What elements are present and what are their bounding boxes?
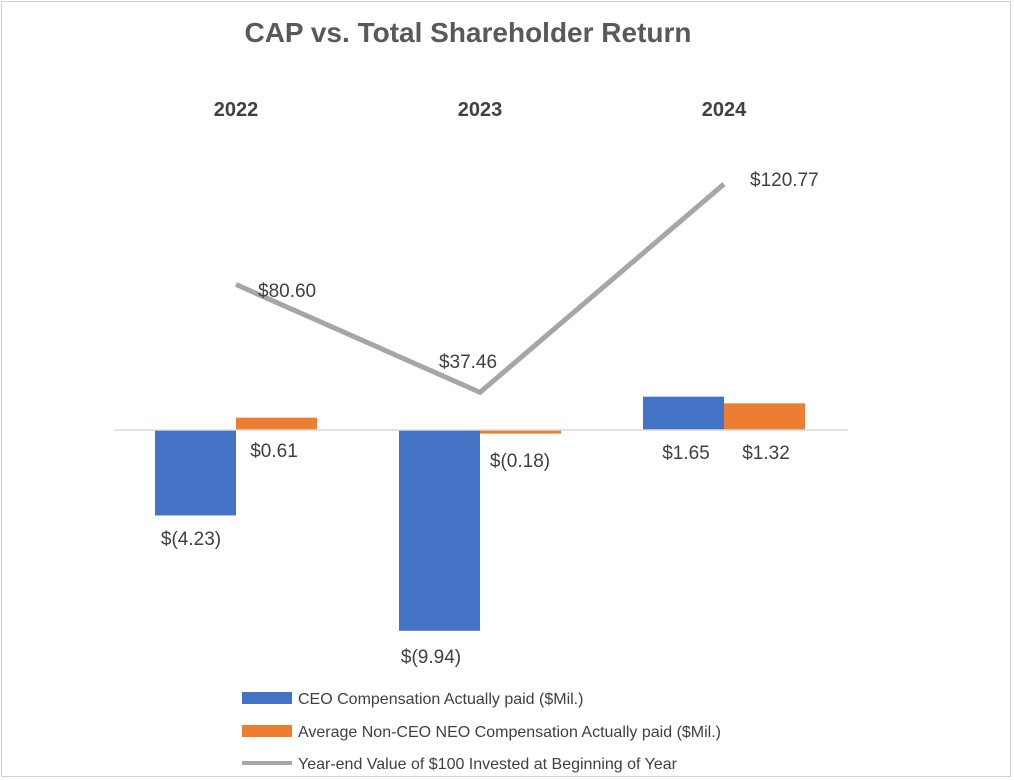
neo-bar-2022 (236, 417, 317, 430)
legend-label-neo: Average Non-CEO NEO Compensation Actuall… (298, 724, 721, 741)
ceo-value-label-2022: $(4.23) (161, 529, 221, 550)
neo-bar-2023 (480, 430, 561, 434)
ceo-value-label-2023: $(9.94) (401, 647, 461, 668)
ceo-value-label-2024: $1.65 (662, 443, 710, 464)
ceo-bar-2023 (399, 430, 480, 631)
legend-swatch-neo (242, 725, 292, 737)
category-label-2023: 2023 (458, 99, 503, 121)
chart-title: CAP vs. Total Shareholder Return (244, 17, 691, 48)
category-label-2022: 2022 (214, 99, 259, 121)
legend-swatch-ceo (242, 692, 292, 704)
neo-value-label-2024: $1.32 (742, 443, 790, 464)
legend: CEO Compensation Actually paid ($Mil.) A… (242, 691, 721, 773)
neo-value-label-2023: $(0.18) (490, 451, 550, 472)
tsr-value-label-2024: $120.77 (750, 170, 819, 191)
legend-label-ceo: CEO Compensation Actually paid ($Mil.) (298, 691, 583, 708)
tsr-value-label-2023: $37.46 (439, 352, 497, 373)
ceo-bar-2024 (643, 396, 724, 430)
category-label-2024: 2024 (702, 99, 747, 121)
ceo-bar-2022 (155, 430, 236, 516)
neo-bar-2024 (724, 403, 805, 430)
tsr-value-label-2022: $80.60 (258, 281, 316, 302)
legend-label-tsr: Year-end Value of $100 Invested at Begin… (298, 756, 678, 773)
neo-value-label-2022: $0.61 (250, 441, 298, 462)
